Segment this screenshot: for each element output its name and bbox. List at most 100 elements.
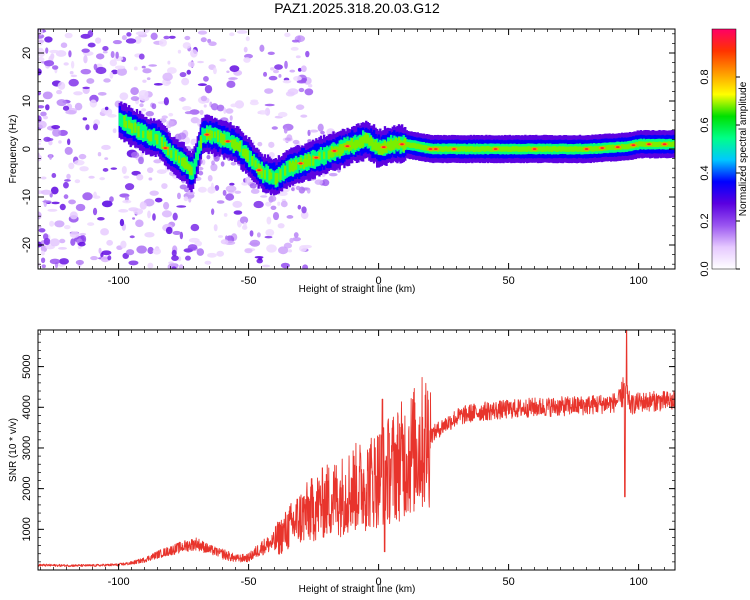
spectrogram-noise-blob: [47, 208, 58, 212]
spectrogram-ridge-cell: [446, 146, 449, 152]
spectrogram-ridge-cell: [285, 160, 288, 178]
spectrogram-ridge-cell: [625, 144, 628, 150]
spectrogram-ridge-cell: [341, 143, 345, 154]
spectrogram-ridge-cell: [415, 143, 418, 149]
spectrogram-ridge-cell: [358, 137, 362, 148]
spectrogram-noise-blob: [181, 77, 190, 86]
spectrogram-noise-blob: [45, 47, 49, 54]
spectrogram-ridge-cell: [556, 146, 560, 152]
spectrogram-noise-blob: [59, 238, 66, 244]
spectrogram-x-tick-label: -50: [241, 275, 257, 287]
spectrogram-noise-blob: [150, 32, 158, 40]
spectrogram-ridge-cell: [271, 170, 274, 185]
spectrogram-halo-blob: [161, 115, 168, 119]
spectrogram-ridge-cell: [486, 145, 490, 152]
spectrogram-noise-blob: [48, 153, 53, 160]
spectrogram-noise-blob: [43, 60, 55, 67]
spectrogram-ridge-cell: [218, 129, 221, 147]
spectrogram-noise-blob: [296, 80, 307, 84]
spectrogram-ridge-cell: [176, 149, 179, 165]
spectrogram-noise-blob: [104, 106, 109, 111]
spectrogram-halo-blob: [270, 205, 277, 211]
spectrogram-noise-blob: [308, 84, 313, 88]
spectrogram-noise-blob: [68, 199, 76, 205]
spectrogram-noise-blob: [57, 247, 68, 250]
spectrogram-noise-blob: [109, 196, 114, 203]
spectrogram-ridge-cell: [120, 113, 123, 128]
spectrogram-ridge-cell: [337, 146, 340, 155]
spectrogram-halo-blob: [168, 120, 176, 127]
spectrogram-ridge-cell: [499, 146, 502, 152]
spectrogram-ridge-cell: [283, 165, 287, 176]
spectrogram-noise-blob: [50, 186, 59, 195]
spectrogram-halo-blob: [292, 139, 300, 145]
spectrogram-x-tick-label: 0: [376, 275, 382, 287]
spectrogram-noise-blob: [184, 111, 194, 115]
spectrogram-ridge-cell: [269, 172, 273, 180]
spectrogram-halo-blob: [306, 187, 311, 194]
spectrogram-ridge-cell: [422, 145, 426, 151]
spectrogram-ridge-cell: [190, 166, 193, 176]
spectrogram-ridge-cell: [388, 141, 391, 151]
spectrogram-noise-blob: [204, 84, 213, 94]
spectrogram-halo-blob: [229, 115, 233, 121]
spectrogram-noise-blob: [101, 250, 112, 256]
spectrogram-noise-blob: [80, 68, 92, 75]
spectrogram-noise-blob: [297, 67, 302, 72]
spectrogram-noise-blob: [264, 103, 275, 107]
spectrogram-ridge-cell: [145, 126, 148, 141]
spectrogram-ridge-cell: [438, 146, 441, 152]
spectrogram-ridge-cell: [215, 128, 218, 143]
spectrogram-ridge-cell: [243, 148, 246, 158]
spectrogram-noise-blob: [236, 30, 248, 34]
spectrogram-ridge-cell: [444, 146, 447, 152]
spectrogram-ridge-cell: [407, 141, 410, 148]
spectrogram-ridge-cell: [248, 150, 251, 168]
spectrogram-noise-blob: [178, 264, 184, 269]
spectrogram-noise-blob: [103, 108, 113, 116]
spectrogram-noise-blob: [304, 88, 314, 96]
spectrogram-noise-blob: [225, 193, 235, 201]
spectrogram-ridge-cell: [160, 137, 164, 149]
spectrogram-ridge-cell: [605, 145, 608, 151]
spectrogram-peak-spot: [428, 148, 433, 150]
spectrogram-y-tick-label: -10: [21, 189, 33, 205]
spectrogram-ridge-cell: [549, 146, 552, 152]
spectrogram-noise-blob: [171, 249, 177, 257]
spectrogram-ridge-cell: [360, 136, 363, 149]
spectrogram-noise-blob: [48, 140, 53, 146]
snr-x-tick-label: 0: [376, 576, 382, 588]
spectrogram-ridge-cell: [485, 146, 488, 152]
snr-x-tick-label: 100: [629, 576, 647, 588]
snr-y-tick-label: 5000: [21, 354, 33, 378]
spectrogram-ridge-cell: [564, 146, 568, 152]
spectrogram-ridge-cell: [252, 154, 256, 170]
spectrogram-ridge-cell: [527, 146, 530, 152]
spectrogram-ridge-cell: [591, 146, 594, 152]
spectrogram-ridge-cell: [287, 160, 290, 177]
snr-y-tick-label: 2000: [21, 476, 33, 500]
spectrogram-ridge-cell: [276, 173, 279, 183]
spectrogram-noise-blob: [109, 71, 114, 79]
spectrogram-ridge-cell: [408, 142, 412, 148]
spectrogram-ridge-cell: [296, 157, 299, 174]
spectrogram-noise-blob: [168, 35, 176, 39]
spectrogram-peak-spot: [532, 148, 537, 150]
spectrogram-ridge-cell: [577, 146, 580, 152]
spectrogram-noise-blob: [243, 57, 251, 63]
spectrogram-ridge-cell: [544, 146, 547, 152]
spectrogram-noise-blob: [68, 50, 72, 58]
spectrogram-ridge-cell: [230, 139, 234, 148]
spectrogram-ridge-cell: [658, 141, 661, 147]
spectrogram-ridge-cell: [185, 161, 189, 169]
spectrogram-ridge-cell: [567, 146, 571, 152]
spectrogram-ridge-cell: [508, 146, 511, 152]
spectrogram-noise-blob: [121, 165, 127, 174]
spectrogram-ridge-cell: [521, 146, 524, 152]
spectrogram-noise-blob: [213, 224, 218, 232]
colorbar-tick-label: 0.8: [699, 69, 711, 84]
spectrogram-ridge-cell: [352, 141, 355, 149]
spectrogram-ridge-cell: [199, 136, 203, 149]
spectrogram-noise-blob: [63, 181, 69, 189]
spectrogram-ridge-cell: [152, 128, 156, 147]
